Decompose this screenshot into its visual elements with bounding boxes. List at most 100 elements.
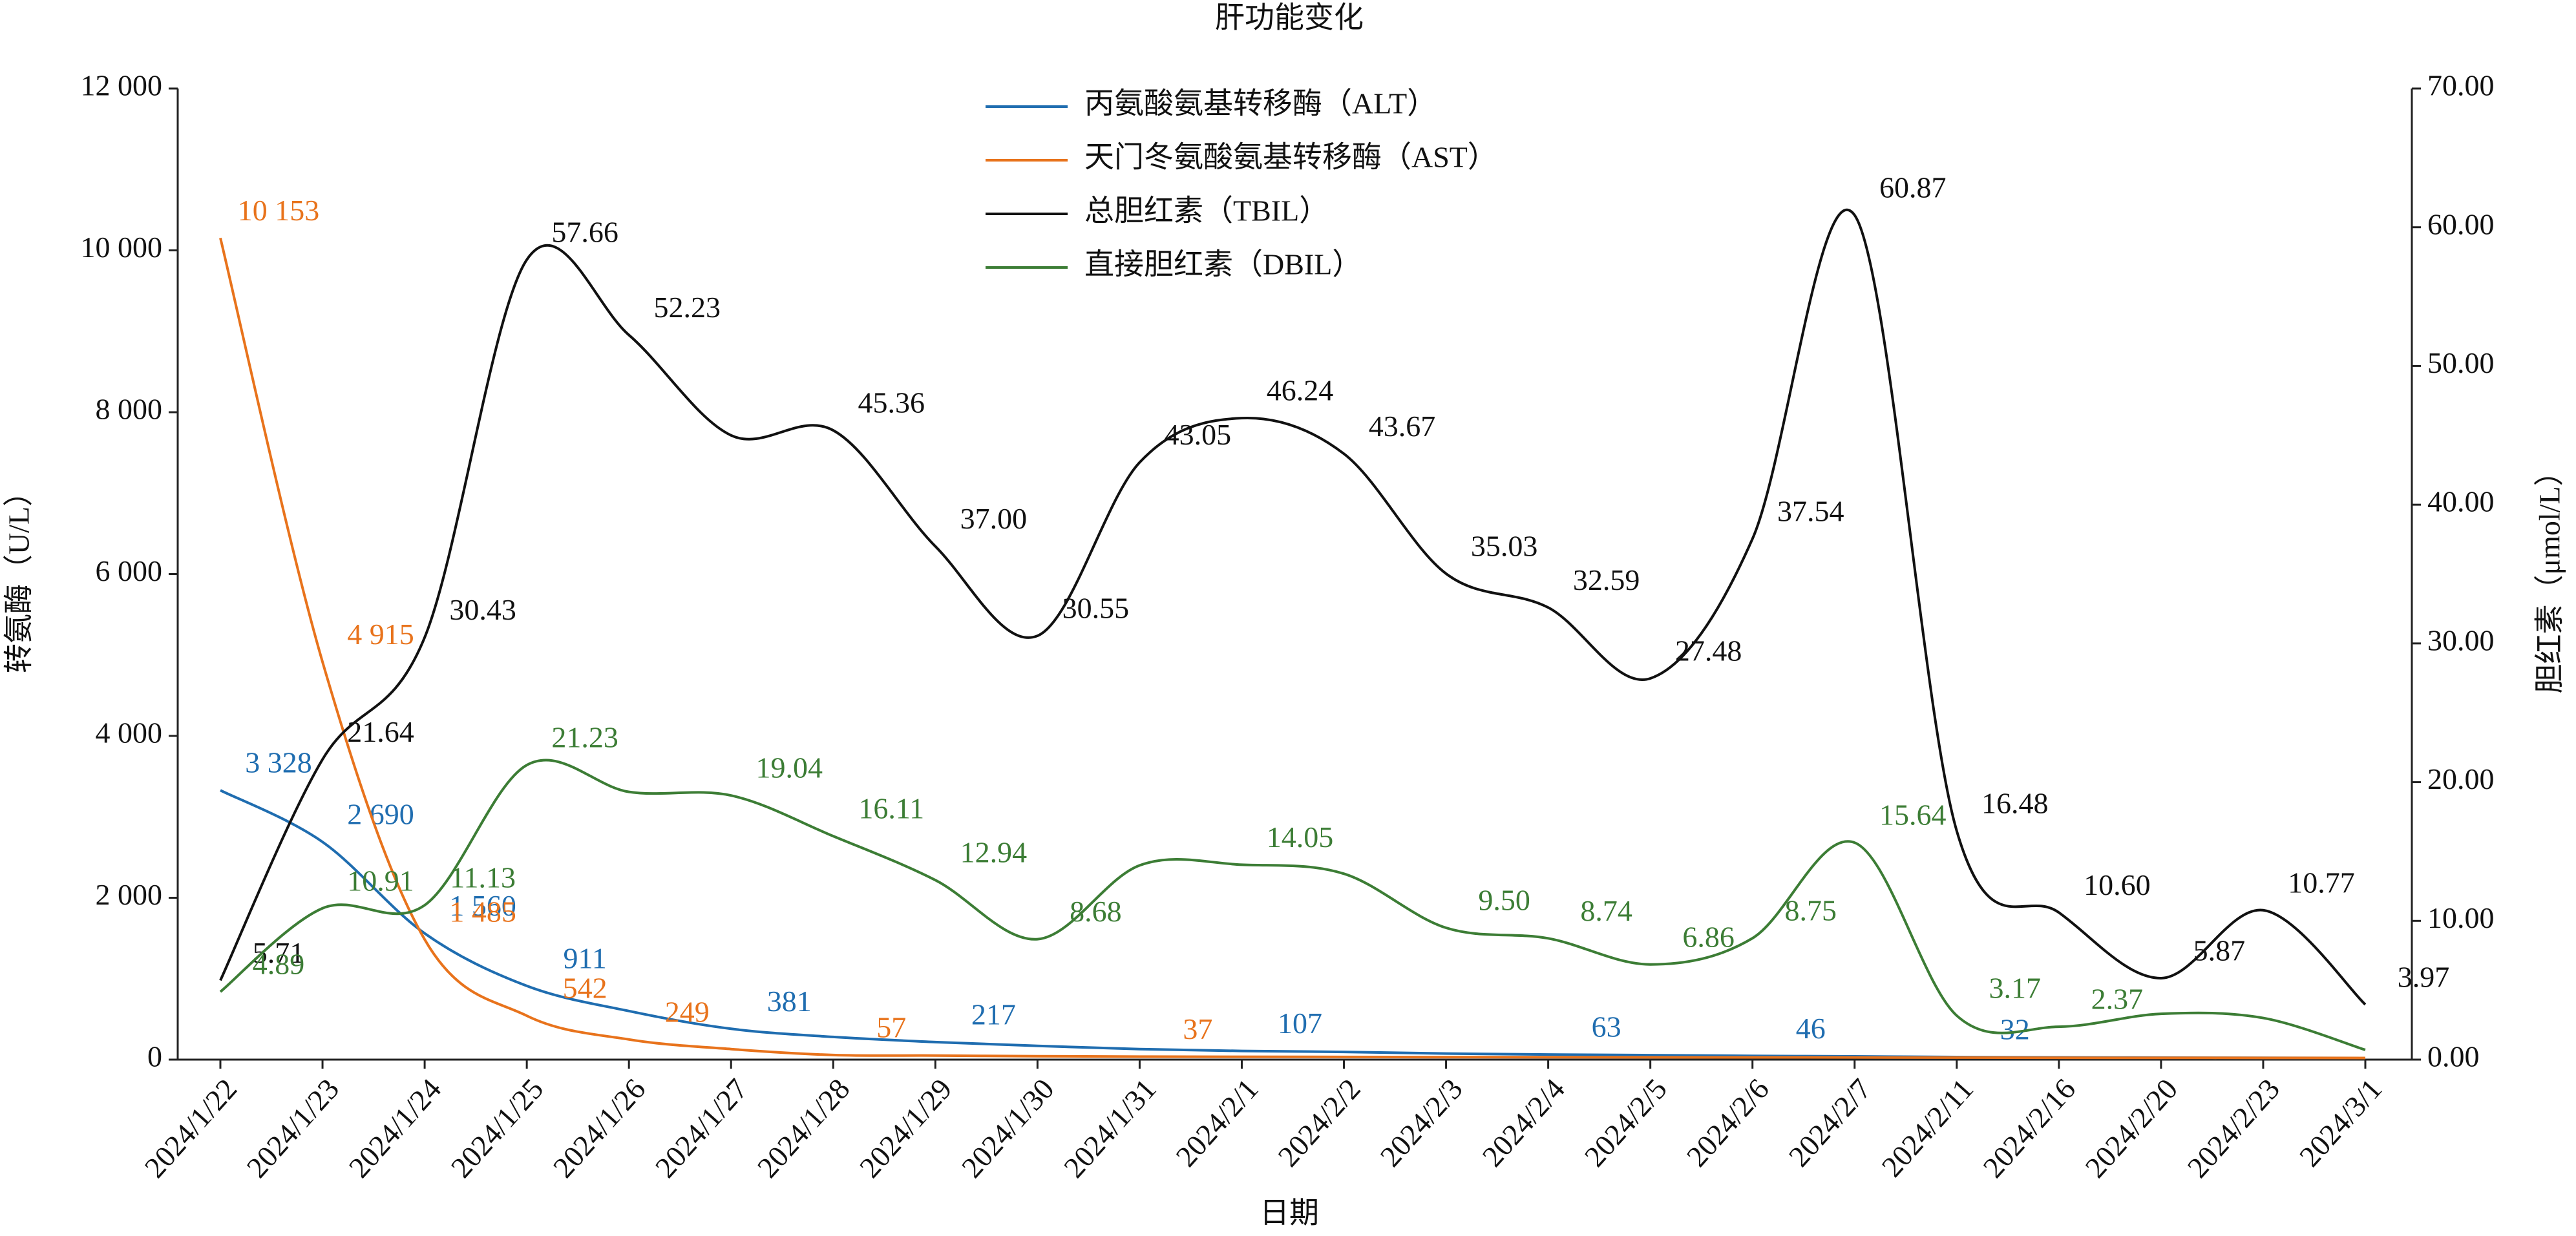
data-label: 107 — [1278, 1007, 1322, 1040]
x-tick-label: 2024/2/3 — [1374, 1073, 1469, 1173]
x-tick-label: 2024/2/2 — [1271, 1073, 1366, 1173]
data-label: 57 — [876, 1011, 906, 1043]
data-label: 46.24 — [1267, 374, 1334, 407]
x-tick-label: 2024/1/23 — [240, 1073, 346, 1184]
data-label: 381 — [767, 985, 812, 1018]
y2-tick-label: 60.00 — [2427, 207, 2495, 240]
chart-title: 肝功能变化 — [1215, 1, 1364, 34]
data-label: 10 153 — [238, 194, 320, 227]
data-label: 16.48 — [1981, 787, 2049, 820]
x-tick-label: 2024/2/4 — [1476, 1073, 1571, 1173]
x-tick-label: 2024/2/20 — [2078, 1073, 2184, 1184]
x-tick-label: 2024/2/23 — [2180, 1073, 2286, 1184]
data-label: 63 — [1592, 1011, 1621, 1043]
series-line — [219, 208, 2367, 1006]
data-label: 14.05 — [1267, 821, 1334, 854]
data-label: 2 690 — [347, 798, 414, 831]
y-tick-label: 10 000 — [81, 231, 163, 264]
y-tick-label: 2 000 — [96, 878, 163, 911]
y2-tick-label: 50.00 — [2427, 346, 2495, 379]
data-label: 43.67 — [1369, 410, 1436, 443]
data-label: 60.87 — [1879, 171, 1947, 204]
data-label: 12.94 — [960, 836, 1028, 869]
legend-label: 直接胆红素（DBIL） — [1084, 248, 1362, 281]
data-label: 15.64 — [1879, 799, 1947, 832]
data-label: 32 — [2000, 1013, 2030, 1046]
y2-tick-label: 70.00 — [2427, 69, 2495, 102]
x-tick-label: 2024/3/1 — [2293, 1073, 2388, 1173]
y-tick-label: 0 — [147, 1040, 162, 1073]
data-label: 9.50 — [1478, 884, 1530, 917]
x-tick-label: 2024/1/26 — [547, 1073, 652, 1184]
data-label: 2.37 — [2091, 983, 2144, 1016]
x-tick-label: 2024/2/16 — [1976, 1073, 2082, 1184]
y-tick-label: 4 000 — [96, 717, 163, 749]
y-axis-label: 转氨酶（U/L） — [3, 477, 36, 673]
data-label: 30.43 — [449, 593, 516, 626]
x-tick-label: 2024/2/5 — [1578, 1073, 1673, 1173]
x-tick-label: 2024/2/11 — [1875, 1073, 1980, 1184]
x-axis-label: 日期 — [1260, 1197, 1319, 1230]
legend-label: 天门冬氨酸氨基转移酶（AST） — [1084, 141, 1497, 174]
x-tick-label: 2024/1/27 — [649, 1073, 754, 1184]
x-tick-label: 2024/1/25 — [445, 1073, 550, 1184]
y2-tick-label: 10.00 — [2427, 901, 2495, 934]
data-label: 5.87 — [2193, 934, 2246, 967]
data-label: 35.03 — [1471, 529, 1538, 562]
data-label: 21.64 — [347, 715, 414, 748]
data-label: 19.04 — [755, 751, 823, 784]
data-label: 8.68 — [1070, 895, 1122, 928]
data-label: 30.55 — [1062, 592, 1130, 625]
data-label: 10.91 — [347, 864, 414, 897]
y2-axis-label: 胆红素（μmol/L） — [2533, 456, 2566, 693]
x-tick-label: 2024/1/22 — [138, 1073, 244, 1184]
y2-tick-label: 20.00 — [2427, 762, 2495, 795]
data-label: 16.11 — [858, 792, 924, 825]
y-tick-label: 12 000 — [81, 69, 163, 102]
data-label: 52.23 — [653, 291, 721, 324]
data-label: 217 — [971, 998, 1016, 1031]
x-tick-label: 2024/2/6 — [1680, 1073, 1775, 1173]
series-line — [219, 759, 2366, 1051]
data-label: 45.36 — [858, 386, 925, 419]
data-label: 3.97 — [2398, 960, 2450, 993]
x-tick-label: 2024/1/30 — [955, 1073, 1061, 1184]
data-label: 6.86 — [1682, 920, 1735, 953]
data-label: 10.60 — [2084, 868, 2151, 901]
data-label: 32.59 — [1573, 563, 1640, 596]
data-label: 37 — [1183, 1012, 1212, 1045]
series-line — [219, 237, 2366, 1060]
legend-label: 丙氨酸氨基转移酶（ALT） — [1084, 87, 1437, 120]
y-tick-label: 8 000 — [96, 393, 163, 426]
data-label: 8.74 — [1580, 894, 1632, 927]
data-label: 21.23 — [551, 721, 618, 754]
data-label: 249 — [665, 995, 710, 1028]
legend-label: 总胆红素（TBIL） — [1084, 194, 1329, 227]
x-tick-label: 2024/2/1 — [1169, 1073, 1264, 1173]
data-label: 57.66 — [551, 216, 618, 249]
data-label: 37.54 — [1777, 495, 1844, 528]
data-label: 8.75 — [1784, 894, 1837, 927]
x-tick-label: 2024/1/29 — [853, 1073, 958, 1184]
data-label: 37.00 — [960, 502, 1028, 535]
data-label: 3 328 — [245, 746, 312, 779]
data-label: 3.17 — [1989, 971, 2042, 1004]
x-tick-label: 2024/2/7 — [1782, 1073, 1877, 1173]
data-label: 4.89 — [253, 948, 305, 981]
x-tick-label: 2024/1/24 — [343, 1073, 448, 1184]
data-label: 43.05 — [1165, 418, 1232, 451]
data-label: 11.13 — [450, 861, 516, 894]
y2-tick-label: 40.00 — [2427, 485, 2495, 518]
data-label: 911 — [563, 941, 606, 974]
x-tick-label: 2024/1/28 — [751, 1073, 856, 1184]
data-label: 4 915 — [347, 618, 414, 651]
y2-tick-label: 0.00 — [2427, 1040, 2480, 1073]
x-tick-label: 2024/1/31 — [1057, 1073, 1163, 1184]
data-label: 10.77 — [2288, 866, 2355, 899]
data-label: 542 — [563, 972, 607, 1005]
data-label: 1 560 — [449, 889, 516, 922]
data-label: 1 485 — [449, 896, 516, 928]
data-label: 27.48 — [1675, 634, 1742, 667]
y2-tick-label: 30.00 — [2427, 623, 2495, 656]
